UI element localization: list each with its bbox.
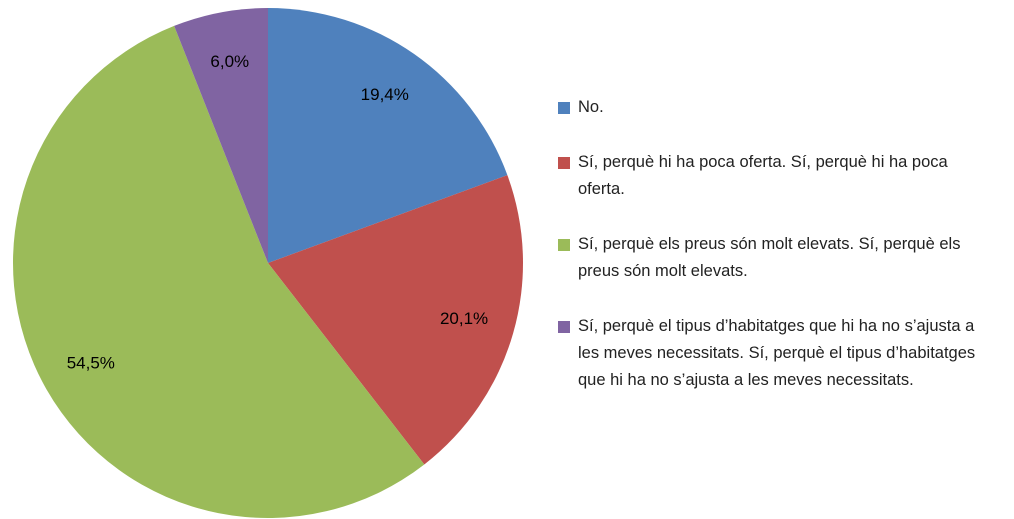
data-label: 54,5% (67, 354, 115, 373)
pie-slice (13, 25, 425, 519)
legend-label: Sí, perquè els preus són molt elevats. S… (578, 235, 961, 280)
legend-swatch (558, 239, 570, 251)
legend-swatch (558, 321, 570, 333)
legend-item: Sí, perquè el tipus d’habitatges que hi … (558, 313, 998, 394)
pie-slice (174, 8, 268, 263)
pie-slice (268, 8, 508, 263)
legend-label: No. (578, 98, 604, 116)
legend-label: Sí, perquè el tipus d’habitatges que hi … (578, 317, 976, 389)
legend-item: Sí, perquè els preus són molt elevats. S… (558, 231, 998, 285)
legend-swatch (558, 157, 570, 169)
data-label: 6,0% (210, 52, 249, 71)
legend: No. Sí, perquè hi ha poca oferta. Sí, per… (558, 94, 998, 422)
pie: 19,4% 20,1% 54,5% 6,0% (13, 8, 524, 519)
legend-label: Sí, perquè hi ha poca oferta. Sí, perquè… (578, 153, 948, 198)
data-label: 19,4% (361, 85, 409, 104)
legend-item: No. (558, 94, 998, 121)
pie-slice (268, 175, 524, 465)
data-label: 20,1% (440, 309, 488, 328)
legend-item: Sí, perquè hi ha poca oferta. Sí, perquè… (558, 149, 998, 203)
legend-swatch (558, 102, 570, 114)
